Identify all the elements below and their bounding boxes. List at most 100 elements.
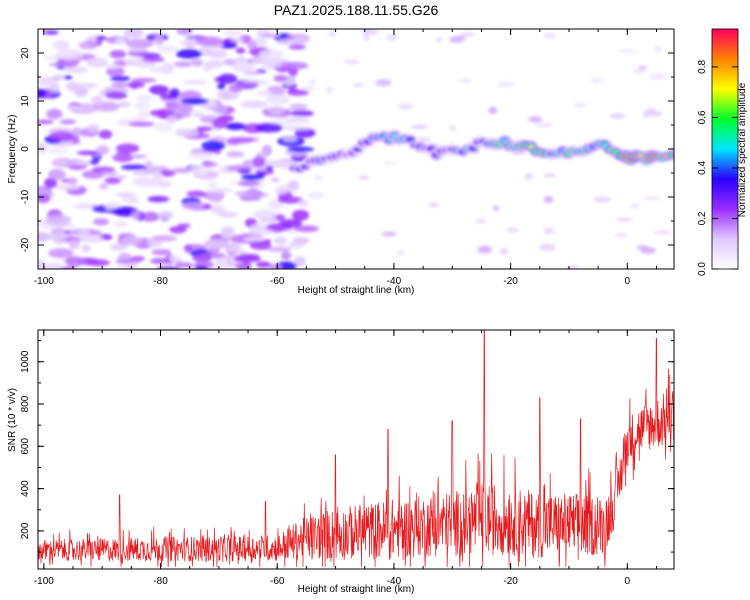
noise-blob [66,81,79,92]
y-tick-label: -10 [20,189,31,204]
noise-blob [144,160,153,167]
noise-blob [385,33,399,41]
noise-blob [488,106,498,115]
noise-blob [247,40,258,50]
noise-blob [281,251,292,261]
noise-blob [135,95,154,101]
noise-blob [289,103,308,111]
noise-blob [166,114,177,124]
noise-blob [286,89,309,96]
noise-blob [253,209,278,220]
y-tick-label: 400 [20,480,31,497]
noise-blob [543,32,556,39]
noise-blob [235,82,260,87]
noise-blob [235,47,246,54]
noise-blob [114,220,128,228]
noise-blob [255,122,283,133]
noise-blob [175,262,193,268]
noise-blob [282,137,298,142]
noise-blob [645,107,657,115]
x-tick-label: -20 [503,576,518,587]
noise-blob [217,82,226,90]
signal-blob [673,152,674,155]
noise-blob [632,69,645,74]
noise-blob [38,88,47,99]
colorbar: 0.0 0.2 0.4 0.6 0.8 Normalized spectral ampl… [697,28,748,276]
noise-blob [638,66,648,70]
noise-blob [449,125,456,131]
noise-blob [157,45,179,53]
noise-blob [180,97,209,105]
colorbar-tick-label: 0.6 [697,110,708,124]
noise-blob [573,103,586,107]
noise-blob [195,36,224,46]
y-tick-label: 800 [20,395,31,412]
noise-blob [149,258,172,264]
noise-blob [51,75,66,80]
noise-blob [436,36,443,43]
colorbar-ticks: 0.0 0.2 0.4 0.6 0.8 [697,60,738,276]
noise-blob [104,63,120,69]
noise-blob [55,48,84,60]
noise-blob [249,241,272,250]
noise-blob [566,264,580,269]
noise-blob [500,248,508,255]
noise-blob [111,81,130,88]
noise-blob [506,227,519,233]
noise-blob [294,128,316,138]
snr-xlabel: Height of straight line (km) [298,584,415,595]
y-tick-label: 10 [20,95,31,107]
noise-blob [188,165,205,174]
noise-blob [38,194,51,204]
noise-blob [131,78,157,83]
noise-blob [78,40,98,50]
noise-blob [157,211,174,220]
noise-blob [287,180,300,191]
noise-blob [142,56,165,63]
noise-blob [210,204,224,215]
noise-blob [459,32,476,37]
noise-blob [614,233,628,237]
noise-blob [51,157,74,168]
noise-blob [63,75,73,80]
y-tick-label: 1000 [20,350,31,373]
noise-blob [240,100,268,109]
colorbar-tick-label: 0.8 [697,60,708,74]
noise-blob [593,196,612,203]
noise-blob [280,61,309,70]
noise-blob [91,166,115,173]
noise-blob [648,72,667,80]
noise-blob [292,237,310,244]
noise-blob [131,210,142,220]
noise-blob [381,231,397,237]
x-tick-label: -100 [34,276,54,287]
noise-blob [298,199,308,208]
noise-blob [155,180,172,188]
noise-blob [252,156,266,168]
noise-blob [117,175,127,180]
noise-blob [528,116,543,123]
noise-blob [235,190,261,197]
noise-blob [156,266,181,269]
x-tick-label: -40 [387,276,402,287]
noise-blob [134,101,151,110]
x-tick-label: -100 [34,576,54,587]
y-tick-label: 200 [20,522,31,539]
noise-blob [169,88,180,98]
noise-blob [181,79,208,85]
noise-blob [258,49,283,60]
noise-blob [159,169,176,177]
colorbar-tick-label: 0.0 [697,262,708,276]
noise-blob [169,255,184,263]
noise-blob [353,82,364,88]
noise-blob [81,244,91,253]
noise-blob [176,29,194,36]
noise-blob [301,85,316,91]
noise-blob [201,161,219,167]
noise-blob [194,265,208,269]
figure-title: PAZ1.2025.188.11.55.G26 [274,2,439,18]
noise-blob [85,57,108,68]
noise-blob [205,187,233,194]
noise-blob [67,105,82,111]
